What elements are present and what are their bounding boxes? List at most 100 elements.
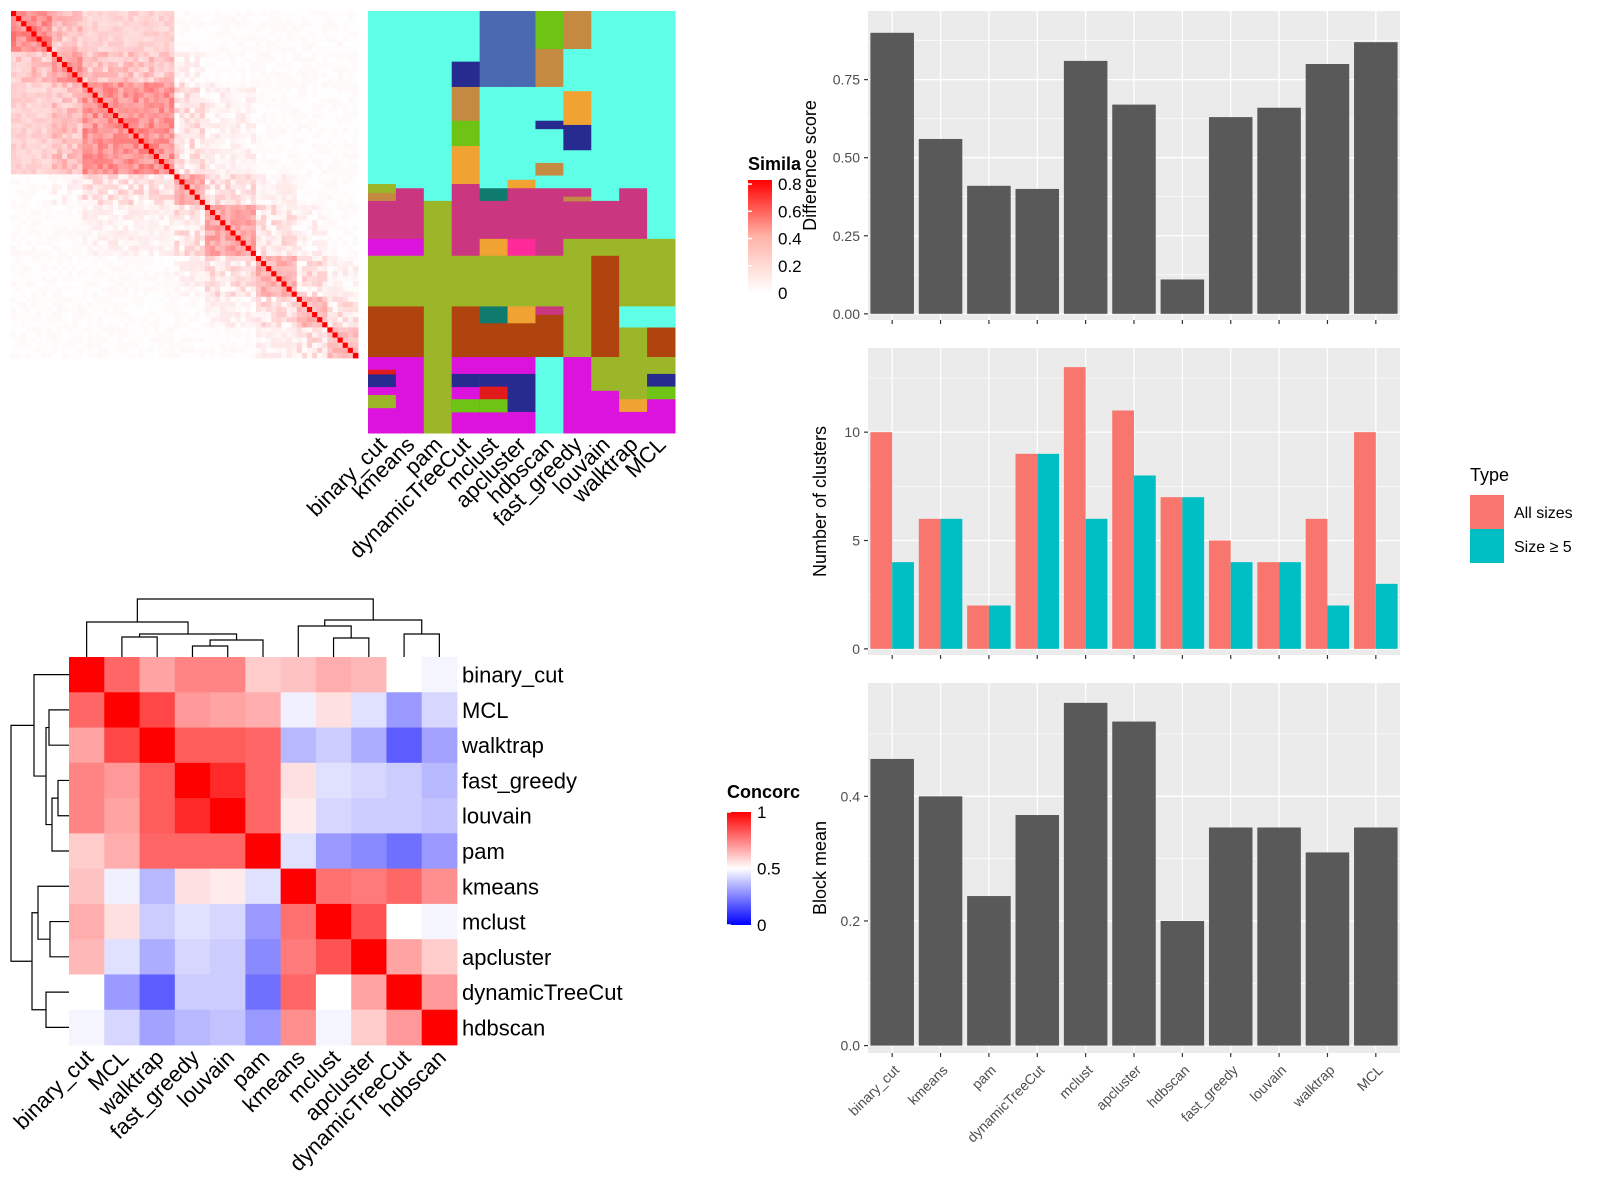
similarity-cell bbox=[230, 322, 236, 328]
similarity-cell bbox=[184, 301, 191, 308]
similarity-cell bbox=[118, 87, 124, 94]
similarity-cell bbox=[164, 276, 170, 282]
similarity-cell bbox=[36, 194, 43, 201]
similarity-cell bbox=[276, 342, 282, 349]
similarity-cell bbox=[245, 230, 252, 236]
similarity-cell bbox=[245, 158, 252, 165]
similarity-cell bbox=[210, 118, 216, 124]
similarity-cell bbox=[240, 261, 247, 267]
similarity-cell bbox=[51, 286, 58, 293]
similarity-cell bbox=[317, 291, 323, 298]
similarity-cell bbox=[138, 337, 145, 344]
similarity-cell bbox=[347, 46, 354, 53]
similarity-cell bbox=[342, 220, 349, 226]
similarity-cell bbox=[62, 148, 68, 155]
similarity-cell bbox=[261, 250, 267, 257]
similarity-cell bbox=[199, 21, 206, 27]
similarity-cell bbox=[332, 11, 338, 17]
similarity-cell bbox=[240, 87, 247, 94]
similarity-cell bbox=[169, 92, 175, 99]
similarity-cell bbox=[276, 286, 282, 293]
similarity-cell bbox=[266, 169, 272, 175]
similarity-cell bbox=[164, 11, 170, 17]
similarity-cell bbox=[296, 301, 303, 308]
similarity-cell bbox=[153, 123, 160, 129]
similarity-cell bbox=[164, 138, 170, 145]
similarity-cell bbox=[342, 56, 349, 63]
similarity-cell bbox=[113, 92, 119, 99]
similarity-cell bbox=[347, 245, 354, 252]
similarity-cell bbox=[312, 250, 318, 257]
similarity-cell bbox=[266, 235, 272, 242]
similarity-cell bbox=[77, 92, 83, 99]
similarity-cell bbox=[271, 51, 277, 58]
similarity-cell bbox=[26, 337, 32, 344]
similarity-cell bbox=[148, 67, 155, 73]
similarity-cell bbox=[67, 128, 73, 134]
similarity-cell bbox=[82, 164, 88, 170]
similarity-cell bbox=[337, 92, 344, 99]
dendrogram-branch bbox=[45, 991, 69, 1028]
similarity-cell bbox=[347, 62, 354, 68]
similarity-cell bbox=[62, 179, 68, 185]
similarity-cell bbox=[271, 164, 277, 170]
similarity-cell bbox=[179, 153, 185, 160]
similarity-cell bbox=[281, 225, 287, 231]
similarity-cell bbox=[281, 16, 287, 22]
similarity-cell bbox=[113, 21, 119, 27]
assignment-segment bbox=[368, 369, 397, 375]
similarity-cell bbox=[62, 312, 68, 318]
similarity-cell bbox=[113, 261, 119, 267]
similarity-cell bbox=[153, 312, 160, 318]
similarity-cell bbox=[153, 56, 160, 63]
similarity-cell bbox=[158, 16, 165, 22]
similarity-cell bbox=[317, 123, 323, 129]
similarity-cell bbox=[276, 301, 282, 308]
similarity-cell bbox=[342, 296, 349, 303]
similarity-cell bbox=[189, 153, 196, 160]
similarity-cell bbox=[194, 296, 201, 303]
similarity-cell bbox=[92, 179, 99, 185]
similarity-cell bbox=[210, 189, 216, 196]
similarity-cell bbox=[199, 271, 206, 277]
similarity-cell bbox=[199, 179, 206, 185]
similarity-cell bbox=[179, 184, 185, 191]
similarity-cell bbox=[174, 261, 180, 267]
cluster-assignment-heatmap bbox=[368, 11, 676, 434]
similarity-cell bbox=[16, 72, 22, 78]
similarity-cell bbox=[97, 317, 104, 323]
y-tick-label: 5 bbox=[852, 533, 860, 549]
similarity-cell bbox=[26, 261, 32, 267]
similarity-cell bbox=[92, 113, 99, 119]
similarity-cell bbox=[199, 31, 206, 37]
similarity-cell bbox=[317, 62, 323, 68]
similarity-cell bbox=[67, 133, 73, 139]
similarity-cell bbox=[77, 327, 83, 333]
similarity-cell bbox=[16, 133, 22, 139]
similarity-cell bbox=[189, 158, 196, 165]
similarity-cell bbox=[107, 235, 114, 242]
similarity-cell bbox=[158, 352, 165, 359]
similarity-cell bbox=[240, 199, 247, 206]
similarity-cell bbox=[291, 148, 298, 155]
similarity-cell bbox=[184, 225, 191, 231]
similarity-cell bbox=[194, 194, 201, 201]
similarity-cell bbox=[31, 143, 37, 150]
similarity-cell bbox=[158, 342, 165, 349]
similarity-cell bbox=[148, 97, 155, 104]
similarity-cell bbox=[306, 87, 313, 94]
similarity-cell bbox=[72, 31, 78, 37]
similarity-cell bbox=[31, 67, 37, 73]
similarity-cell bbox=[286, 123, 293, 129]
similarity-cell bbox=[255, 271, 262, 277]
similarity-cell bbox=[337, 107, 344, 114]
similarity-cell bbox=[225, 266, 231, 272]
similarity-cell bbox=[240, 179, 247, 185]
similarity-cell bbox=[312, 245, 318, 252]
similarity-cell bbox=[36, 327, 43, 333]
similarity-cell bbox=[87, 281, 94, 287]
similarity-cell bbox=[128, 317, 134, 323]
similarity-cell bbox=[332, 296, 338, 303]
similarity-cell bbox=[97, 210, 104, 216]
similarity-cell bbox=[215, 169, 221, 175]
